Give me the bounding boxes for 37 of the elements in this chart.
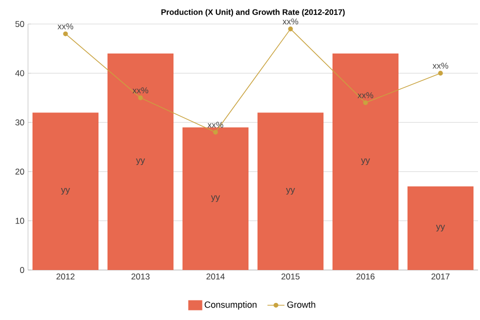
y-tick-label: 0 [20, 267, 24, 273]
bar [32, 112, 98, 270]
data-label: xx% [132, 87, 148, 94]
data-label: xx% [358, 92, 374, 98]
data-label: yy [211, 195, 220, 202]
x-tick-label: 2012 [56, 274, 74, 280]
y-tick-label: 10 [16, 218, 24, 224]
x-tick-label: 2015 [282, 274, 300, 280]
data-label: xx% [432, 62, 448, 69]
x-tick-label: 2017 [432, 274, 450, 280]
x-tick-label: 2013 [132, 274, 150, 280]
data-label: xx% [58, 23, 74, 30]
y-tick-label: 50 [15, 21, 24, 27]
bar [332, 54, 399, 270]
bar [258, 112, 324, 270]
data-label: yy [136, 158, 145, 166]
bar [108, 54, 174, 270]
legend-label: Consumption [204, 301, 256, 310]
legend-label: Growth [287, 301, 316, 308]
x-tick-label: 2014 [206, 274, 225, 280]
point [63, 31, 68, 36]
data-label: yy [61, 188, 70, 195]
bar [182, 127, 249, 270]
data-label: yy [436, 224, 445, 232]
point [288, 26, 293, 32]
bar [408, 186, 474, 270]
point [363, 100, 368, 106]
x-tick-label: 2016 [356, 274, 375, 280]
data-label: yy [286, 188, 295, 195]
point [438, 70, 443, 76]
data-label: xx% [282, 18, 298, 24]
data-label: yy [361, 158, 370, 166]
y-tick-label: 40 [15, 70, 24, 76]
point [213, 130, 218, 135]
y-tick-label: 30 [15, 119, 24, 126]
point [138, 95, 143, 100]
y-tick-label: 20 [15, 168, 24, 175]
